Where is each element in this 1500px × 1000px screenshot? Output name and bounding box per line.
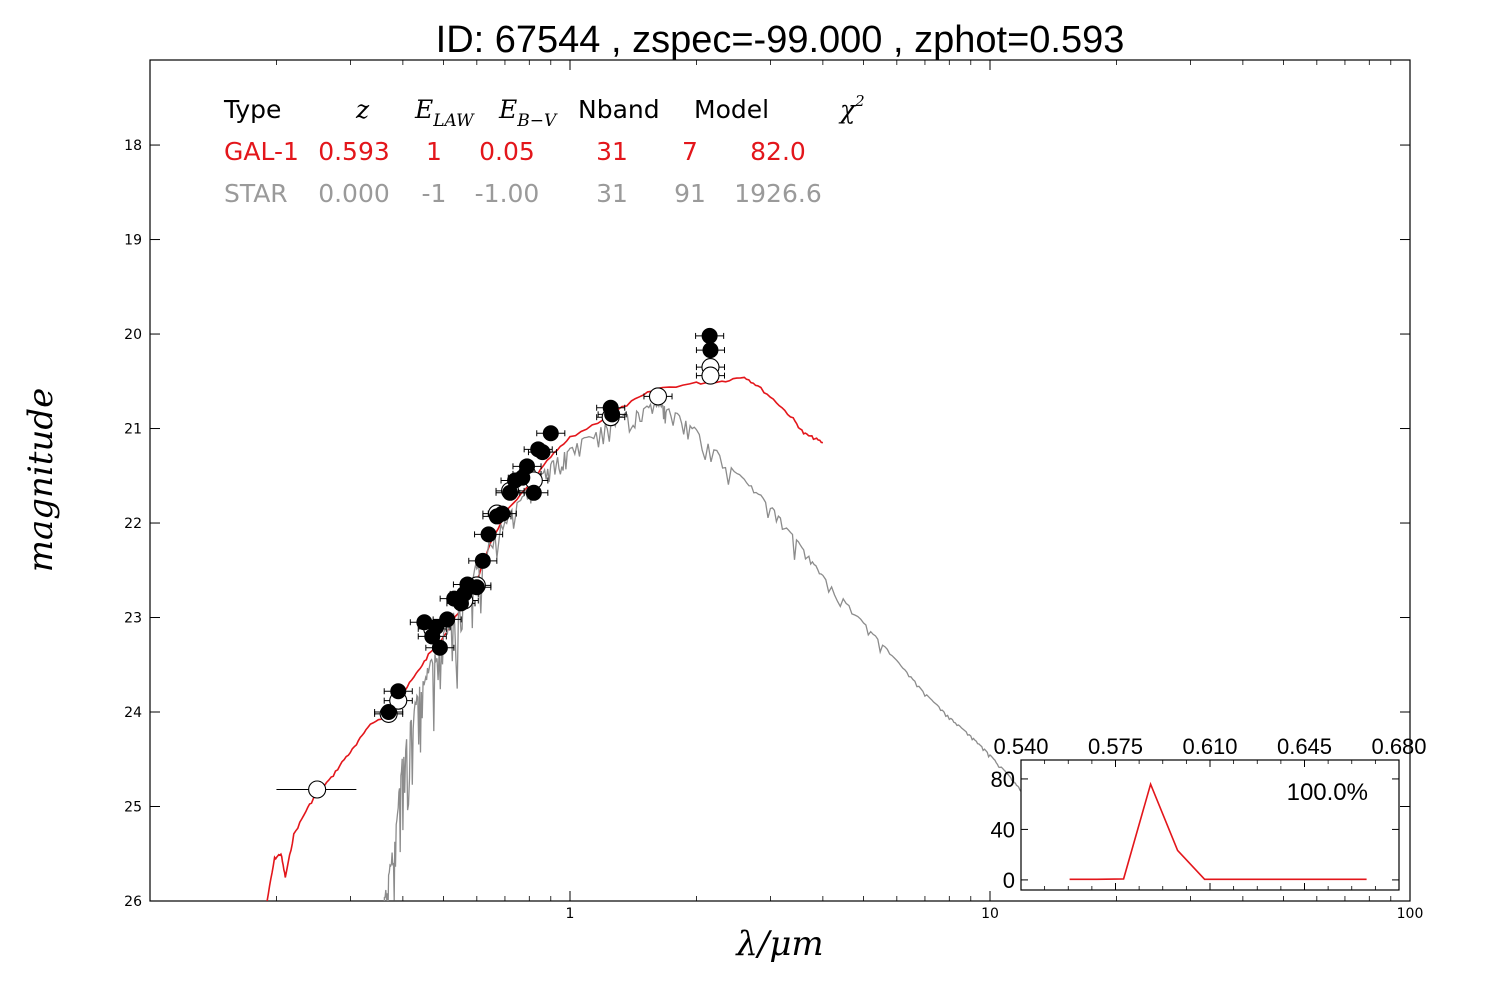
inset-x-tick-label: 0.540	[993, 734, 1048, 759]
observed-point	[701, 327, 718, 344]
main-axis-ticks	[150, 60, 1411, 902]
inset-x-tick-label: 0.645	[1277, 734, 1332, 759]
info-header-nband: Nband	[578, 95, 660, 124]
info-header-chi-base: χ	[838, 95, 857, 124]
x-axis-label: λ/μm	[734, 924, 823, 964]
main-plot-frame	[149, 59, 1411, 902]
observed-point	[494, 505, 511, 522]
info-cell-chi2: 1926.6	[734, 179, 821, 208]
info-cell-type: STAR	[224, 179, 288, 208]
info-header-z: z	[355, 95, 370, 124]
info-cell-ebv: 0.05	[479, 137, 535, 166]
open-points-layer	[308, 358, 720, 799]
info-cell-nband: 31	[596, 137, 628, 166]
info-cell-model: 7	[682, 137, 698, 166]
series-layer	[266, 376, 1024, 901]
y-tick-label: 18	[124, 138, 142, 154]
y-tick-label: 21	[124, 422, 142, 438]
info-cell-elaw: 1	[426, 137, 442, 166]
inset-axis-ticks	[1020, 760, 1400, 890]
y-tick-label: 26	[124, 894, 142, 910]
observed-point	[519, 458, 536, 475]
y-tick-label: 25	[124, 800, 142, 816]
model-point	[308, 780, 327, 799]
info-header-elaw-base: E	[414, 95, 433, 124]
model-point	[701, 366, 720, 385]
observed-point	[702, 342, 719, 359]
info-table: Type z ELAW EB−V Nband Model χ2 GAL-1 0.5…	[223, 92, 865, 208]
observed-point	[525, 484, 542, 501]
observed-point	[431, 639, 448, 656]
model-point	[648, 387, 668, 406]
inset-x-tick-label: 0.680	[1371, 734, 1426, 759]
info-cell-z: 0.000	[318, 179, 390, 208]
info-header-ebv-sub: B−V	[516, 111, 558, 131]
info-cell-model: 91	[674, 179, 706, 208]
info-header-ebv: EB−V	[498, 95, 558, 131]
info-header-type: Type	[223, 95, 281, 124]
filled-points-layer	[380, 327, 719, 721]
info-header-model: Model	[694, 95, 769, 124]
observed-point	[542, 425, 559, 442]
info-cell-chi2: 82.0	[750, 137, 806, 166]
chart-title: ID: 67544 , zspec=-99.000 , zphot=0.593	[436, 19, 1125, 61]
info-header-elaw-sub: LAW	[432, 111, 475, 131]
inset-series-layer	[1069, 781, 1367, 881]
info-cell-type: GAL-1	[224, 137, 299, 166]
observed-point	[380, 704, 397, 721]
inset-x-tick-label: 0.610	[1182, 734, 1237, 759]
observed-point	[534, 444, 551, 461]
observed-point	[390, 683, 407, 700]
info-header-chi-sup: 2	[854, 92, 865, 110]
y-tick-label: 22	[124, 516, 142, 532]
observed-point	[468, 579, 485, 596]
info-cell-ebv: -1.00	[475, 179, 540, 208]
x-tick-label: 1	[566, 906, 575, 922]
inset-pdz-line	[1069, 781, 1367, 881]
info-header-elaw: ELAW	[414, 95, 475, 131]
x-tick-label: 100	[1397, 906, 1424, 922]
observed-point	[604, 406, 621, 423]
inset-probability-label: 100.0%	[1287, 779, 1368, 806]
info-cell-z: 0.593	[318, 137, 390, 166]
inset-y-tick-label: 80	[991, 767, 1015, 792]
inset-tick-labels: 0.540 0.575 0.610 0.645 0.680 0 40 80	[991, 734, 1427, 893]
y-axis-label: magnitude	[21, 388, 61, 573]
series-line-star	[383, 401, 1024, 901]
y-tick-label: 19	[124, 233, 142, 249]
inset-x-tick-label: 0.575	[1088, 734, 1143, 759]
info-cell-nband: 31	[596, 179, 628, 208]
info-header-chi2: χ2	[838, 92, 865, 124]
inset-pdz: 0.540 0.575 0.610 0.645 0.680 0 40 80 100.0%	[991, 734, 1427, 893]
info-cell-elaw: -1	[422, 179, 447, 208]
observed-point	[428, 618, 445, 635]
x-tick-label: 10	[981, 906, 999, 922]
inset-y-tick-label: 0	[1003, 868, 1015, 893]
y-tick-label: 20	[124, 327, 142, 343]
observed-point	[474, 552, 491, 569]
y-tick-label: 23	[124, 611, 142, 627]
observed-point	[439, 611, 456, 628]
inset-y-tick-label: 40	[991, 817, 1015, 842]
y-tick-label: 24	[124, 705, 142, 721]
observed-point	[480, 526, 497, 543]
inset-frame	[1020, 759, 1400, 891]
info-header-ebv-base: E	[498, 95, 517, 124]
